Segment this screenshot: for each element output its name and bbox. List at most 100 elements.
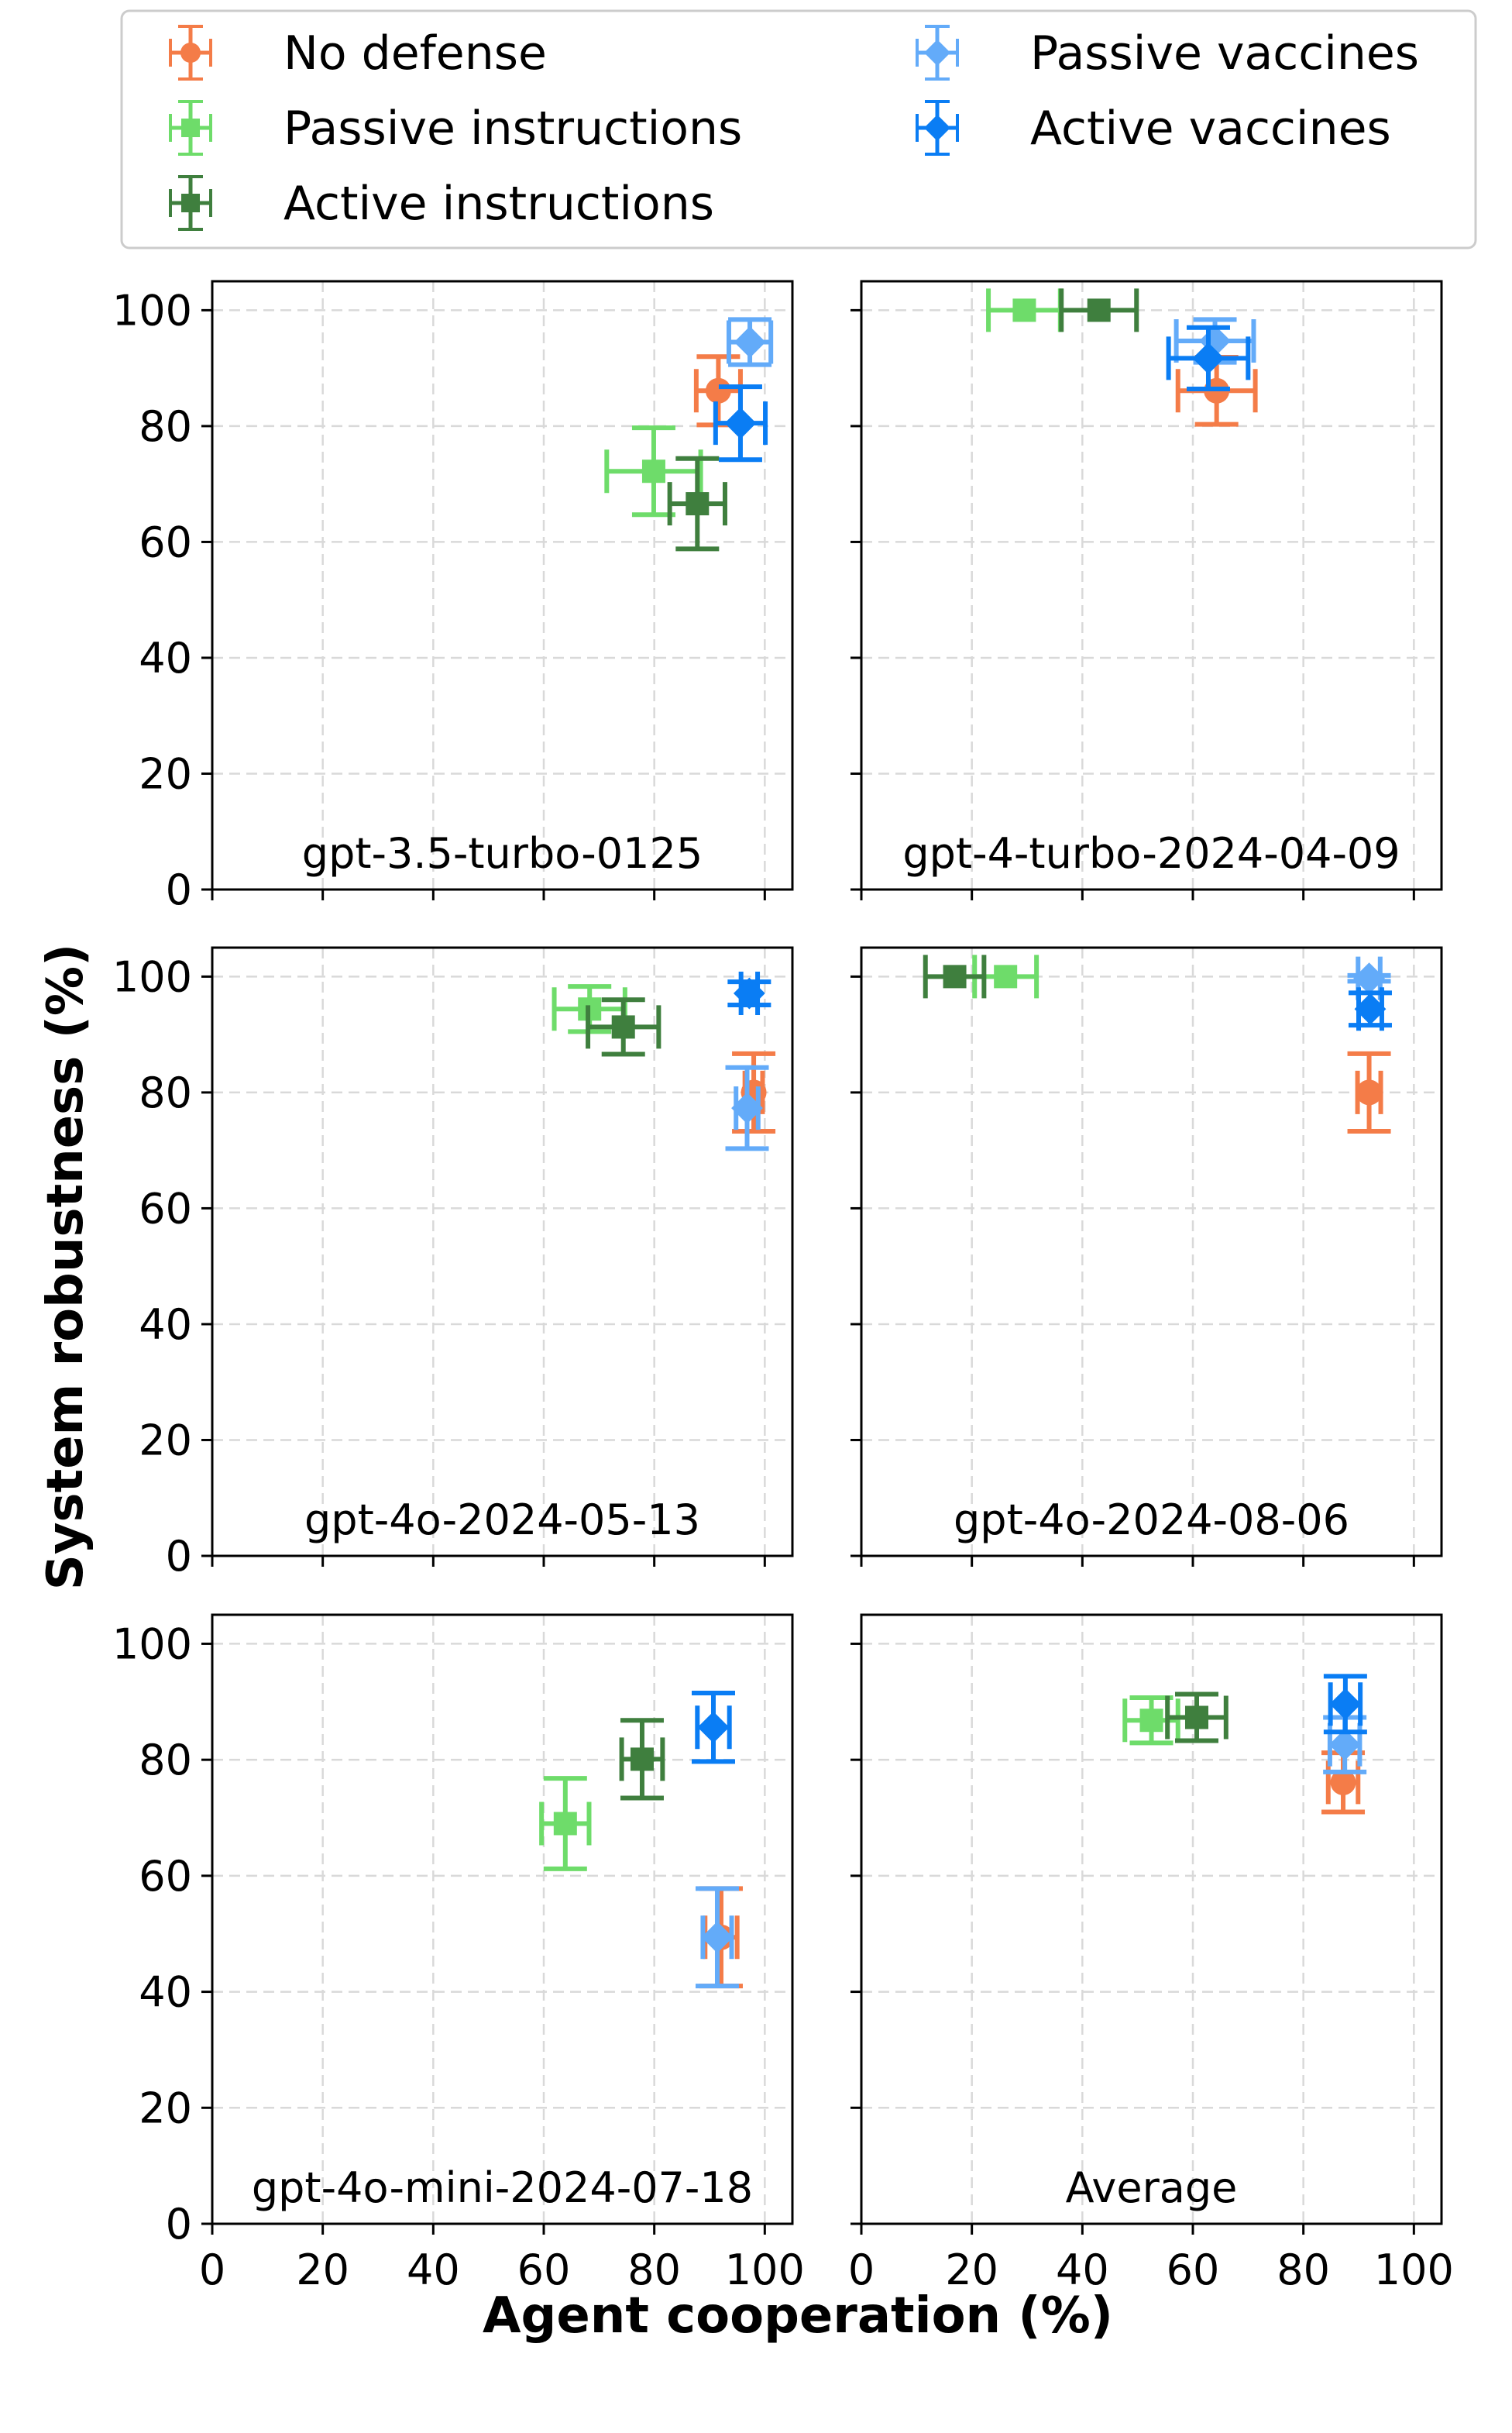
data-point-passive-vaccines xyxy=(725,1065,769,1151)
x-tick-label: 80 xyxy=(627,2245,681,2294)
legend-marker-square xyxy=(181,119,200,137)
y-tick-label: 60 xyxy=(139,518,192,566)
marker-circle xyxy=(705,377,731,404)
data-point-active-vaccines xyxy=(1166,325,1251,392)
legend-label: Passive instructions xyxy=(284,102,742,156)
data-point-passive-instructions xyxy=(539,1776,592,1871)
data-point-no-defense xyxy=(1321,1750,1366,1815)
plot-frame xyxy=(860,280,1443,891)
legend-label: Passive vaccines xyxy=(1030,26,1419,81)
marker-square xyxy=(1184,1705,1208,1729)
y-tick-label: 20 xyxy=(139,2084,192,2132)
legend-label: No defense xyxy=(284,26,547,81)
y-tick-label: 100 xyxy=(112,1619,192,1668)
marker-diamond xyxy=(731,1092,763,1124)
marker-square xyxy=(641,459,665,484)
plot-frame xyxy=(211,280,794,891)
marker-diamond xyxy=(733,977,765,1010)
panel-title: gpt-3.5-turbo-0125 xyxy=(302,829,703,878)
data-point-active-vaccines xyxy=(691,1691,735,1764)
marker-diamond xyxy=(1353,962,1385,995)
y-tick-label: 60 xyxy=(139,1852,192,1901)
data-point-active-instructions xyxy=(1165,1691,1228,1743)
plot-frame xyxy=(860,1613,1443,2225)
y-tick-label: 40 xyxy=(139,1300,192,1349)
marker-diamond xyxy=(1354,993,1387,1025)
x-tick-label: 40 xyxy=(1056,2245,1109,2294)
y-tick-label: 80 xyxy=(139,402,192,451)
subplot-gpt-4o-2024-08-06: gpt-4o-2024-08-06 xyxy=(850,946,1443,1567)
legend-box xyxy=(120,9,1477,249)
marker-diamond xyxy=(1199,325,1231,357)
plot-frame xyxy=(860,946,1443,1557)
marker-diamond xyxy=(697,1711,730,1743)
panel-title: Average xyxy=(1066,2163,1238,2212)
marker-square xyxy=(686,492,710,516)
subplot-average: 0 20 40 60 80 100 Average xyxy=(848,1613,1454,2294)
x-tick-label: 0 xyxy=(848,2245,875,2294)
subplot-gpt-4o-mini-2024-07-18: 0 20 40 60 80 100 0 20 40 60 80 100 gpt-4o-mini-2024… xyxy=(112,1613,805,2294)
x-tick-label: 20 xyxy=(945,2245,998,2294)
x-tick-label: 100 xyxy=(725,2245,805,2294)
data-point-active-instructions xyxy=(586,997,662,1057)
y-tick-label: 100 xyxy=(112,952,192,1001)
marker-square xyxy=(1139,1709,1163,1733)
data-point-active-instructions xyxy=(667,456,727,552)
legend-item-active-vaccines: Active vaccines xyxy=(916,100,1391,156)
data-point-no-defense xyxy=(1347,1051,1391,1134)
y-tick-label: 0 xyxy=(166,1532,192,1581)
panel-title: gpt-4o-mini-2024-07-18 xyxy=(252,2163,753,2212)
x-tick-label: 20 xyxy=(296,2245,349,2294)
y-tick-label: 0 xyxy=(166,865,192,914)
x-tick-label: 60 xyxy=(517,2245,571,2294)
marker-square xyxy=(1087,298,1111,322)
marker-diamond xyxy=(1329,1688,1362,1720)
marker-circle xyxy=(1356,1079,1383,1106)
y-tick-label: 40 xyxy=(139,634,192,683)
plot-frame xyxy=(211,946,794,1557)
marker-square xyxy=(611,1015,635,1039)
legend-item-passive-instructions: Passive instructions xyxy=(169,100,742,156)
marker-diamond xyxy=(1192,342,1225,374)
x-axis-label: Agent cooperation (%) xyxy=(483,2287,1113,2345)
data-point-passive-instructions xyxy=(1122,1695,1180,1746)
error-bars xyxy=(1166,325,1251,392)
data-point-passive-instructions xyxy=(986,288,1063,332)
y-tick-label: 20 xyxy=(139,749,192,798)
y-tick-label: 80 xyxy=(139,1069,192,1117)
data-point-passive-vaccines xyxy=(695,1886,739,1989)
data-point-active-vaccines xyxy=(1323,1674,1367,1735)
y-tick-label: 40 xyxy=(139,1968,192,2017)
marker-diamond xyxy=(724,407,757,439)
data-point-active-vaccines xyxy=(727,972,771,1016)
x-tick-label: 100 xyxy=(1374,2245,1454,2294)
legend-item-no-defense: No defense xyxy=(169,25,547,81)
y-axis-label: System robustness (%) xyxy=(37,944,94,1591)
marker-diamond xyxy=(734,326,766,358)
y-tick-label: 80 xyxy=(139,1736,192,1784)
panel-title: gpt-4o-2024-05-13 xyxy=(304,1495,700,1544)
data-point-passive-vaccines xyxy=(1347,956,1391,1000)
legend: No defense Passive instructions Active ins… xyxy=(120,9,1477,249)
marker-square xyxy=(994,965,1018,989)
marker-diamond xyxy=(701,1921,734,1953)
legend-item-passive-vaccines: Passive vaccines xyxy=(916,25,1419,81)
data-point-passive-instructions xyxy=(972,955,1040,999)
x-tick-label: 60 xyxy=(1167,2245,1220,2294)
marker-square xyxy=(1012,298,1036,322)
data-point-active-vaccines xyxy=(713,384,768,463)
legend-marker-diamond xyxy=(924,115,950,141)
y-tick-label: 20 xyxy=(139,1416,192,1464)
x-tick-label: 0 xyxy=(199,2245,225,2294)
y-tick-label: 60 xyxy=(139,1184,192,1233)
marker-square xyxy=(553,1812,577,1836)
legend-marker-square xyxy=(181,194,200,212)
data-point-active-instructions xyxy=(1059,288,1139,332)
plot-frame xyxy=(211,1613,794,2225)
legend-label: Active instructions xyxy=(284,177,714,231)
legend-label: Active vaccines xyxy=(1030,102,1391,156)
x-tick-label: 40 xyxy=(407,2245,460,2294)
panel-title: gpt-4o-2024-08-06 xyxy=(954,1495,1349,1544)
data-point-active-vaccines xyxy=(1348,987,1392,1031)
